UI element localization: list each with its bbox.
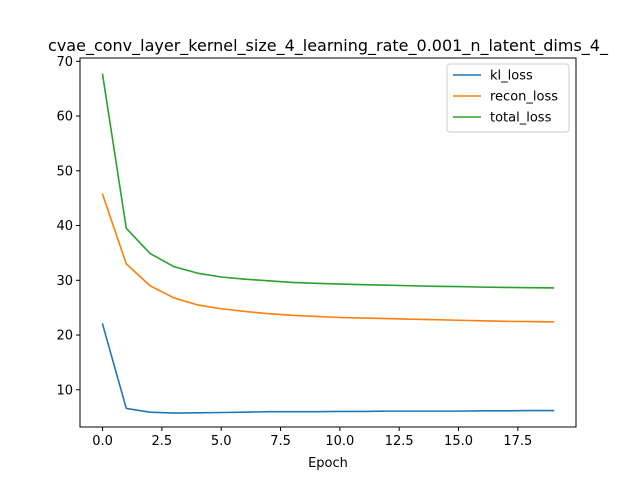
y-tick-label: 20: [56, 329, 73, 344]
x-tick-label: 2.5: [152, 434, 173, 449]
x-tick-label: 15.0: [444, 434, 473, 449]
y-tick-label: 70: [56, 55, 73, 70]
y-tick-label: 40: [56, 219, 73, 234]
y-axis: 10 20 30 40 50 60 70: [56, 55, 80, 398]
chart-title: cvae_conv_layer_kernel_size_4_learning_r…: [48, 36, 609, 56]
x-tick-label: 7.5: [270, 434, 291, 449]
x-tick-label: 5.0: [211, 434, 232, 449]
legend-box: [446, 63, 570, 133]
y-tick-label: 50: [56, 164, 73, 179]
y-tick-label: 10: [56, 383, 73, 398]
x-tick-label: 12.5: [385, 434, 414, 449]
x-tick-label: 0.0: [92, 434, 113, 449]
series-line-total-loss: [101, 73, 555, 289]
plot-frame: [79, 57, 577, 428]
y-tick-label: 30: [56, 274, 73, 289]
series-line-kl-loss: [101, 323, 555, 414]
x-axis: 0.0 2.5 5.0 7.5 10.0 12.5 15.0 17.5: [92, 427, 532, 449]
x-tick-label: 10.0: [325, 434, 354, 449]
legend-label-kl-loss: kl_loss: [490, 69, 533, 84]
legend-label-recon-loss: recon_loss: [490, 90, 558, 105]
legend-label-total-loss: total_loss: [490, 111, 552, 126]
x-tick-label: 17.5: [503, 434, 532, 449]
series-layer: [101, 73, 555, 414]
x-axis-title: Epoch: [308, 456, 348, 471]
series-line-recon-loss: [101, 193, 555, 323]
legend: kl_loss recon_loss total_loss: [446, 63, 570, 133]
y-tick-label: 60: [56, 110, 73, 125]
